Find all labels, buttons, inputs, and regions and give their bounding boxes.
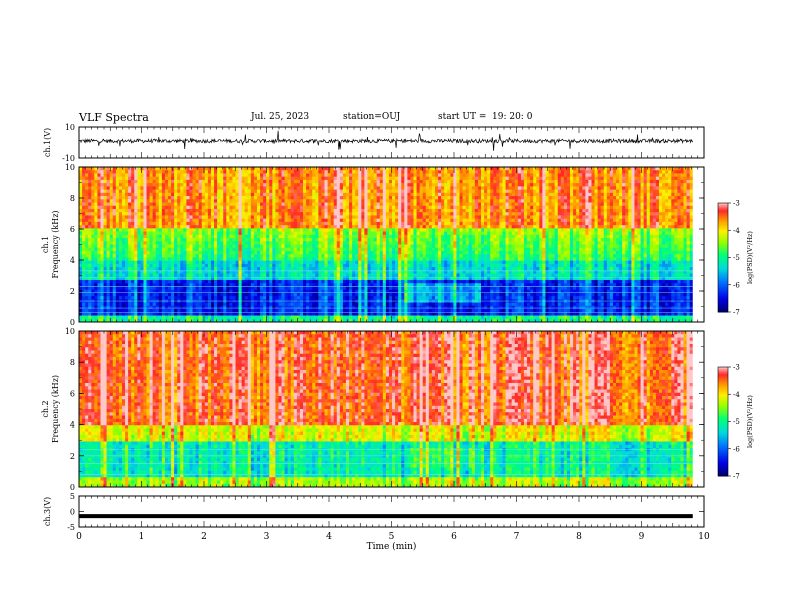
x-tick-label: 6 [451,532,457,542]
ch2-spectrogram-channel-label: ch.2 [41,400,50,417]
colorbar-tick-label: -4 [733,227,740,235]
y-tick-label: 6 [70,225,75,234]
x-axis-label: Time (min) [367,541,417,552]
y-tick-label: 0 [70,508,75,517]
x-tick-label: 4 [326,532,332,542]
x-tick-label: 3 [264,532,270,542]
colorbar-tick-label: -4 [733,391,740,399]
y-tick-label: 2 [70,287,75,296]
colorbar-tick-label: -7 [733,473,740,481]
x-tick-label: 10 [698,532,710,542]
y-tick-label: 8 [70,194,75,203]
colorbar-tick-label: -3 [733,364,740,372]
x-tick-label: 0 [76,532,82,542]
ch1-waveform-line [78,130,694,151]
spectrogram-ch2 [79,331,704,488]
y-tick-label: 0 [70,318,75,327]
spectrogram-ch1 [79,167,704,323]
y-tick-label: -10 [62,154,75,163]
y-tick-label: 10 [65,123,75,132]
colorbar-tick-label: -5 [733,254,740,262]
header-start-label: start UT = [438,112,486,122]
header-title: VLF Spectra [79,111,149,124]
y-tick-label: 4 [70,421,75,430]
colorbar-tick-label: -7 [733,309,740,317]
colorbar-label: log(PSD)(V²/Hz) [746,231,754,284]
y-tick-label: 8 [70,358,75,367]
y-tick-label: 10 [65,327,75,336]
colorbar-tick-label: -5 [733,418,740,426]
colorbar-tick-label: -6 [733,281,740,289]
y-tick-label: 5 [70,492,75,501]
x-tick-label: 7 [514,532,520,542]
y-tick-label: 10 [65,163,75,172]
x-tick-label: 2 [201,532,207,542]
y-tick-label: 0 [70,483,75,492]
ch1-waveform-ylabel: ch.1(V) [43,128,52,157]
colorbar-tick-label: -6 [733,445,740,453]
colorbar-label: log(PSD)(V²/Hz) [746,395,754,448]
colorbar-tick-label: -3 [733,200,740,208]
y-tick-label: 2 [70,452,75,461]
no-data-gap [692,331,704,487]
ch1-spectrogram-ylabel: Frequency (kHz) [51,210,60,278]
y-tick-label: 4 [70,256,75,265]
ch3-waveform-ylabel: ch.3(V) [43,497,52,526]
colorbar-1 [718,203,728,313]
x-tick-label: 8 [576,532,582,542]
header-station: station=OUJ [343,112,400,122]
colorbar-2 [718,367,728,477]
ch2-spectrogram-ylabel: Frequency (kHz) [51,375,60,443]
no-data-gap [692,167,704,322]
y-tick-label: 6 [70,389,75,398]
x-tick-label: 5 [389,532,395,542]
x-tick-label: 9 [639,532,645,542]
ch1-spectrogram-channel-label: ch.1 [41,236,50,253]
x-tick-label: 1 [139,532,145,542]
header-date: Jul. 25, 2023 [251,112,309,122]
header-start-time: 19: 20: 0 [492,112,532,122]
y-tick-label: -5 [67,523,75,532]
